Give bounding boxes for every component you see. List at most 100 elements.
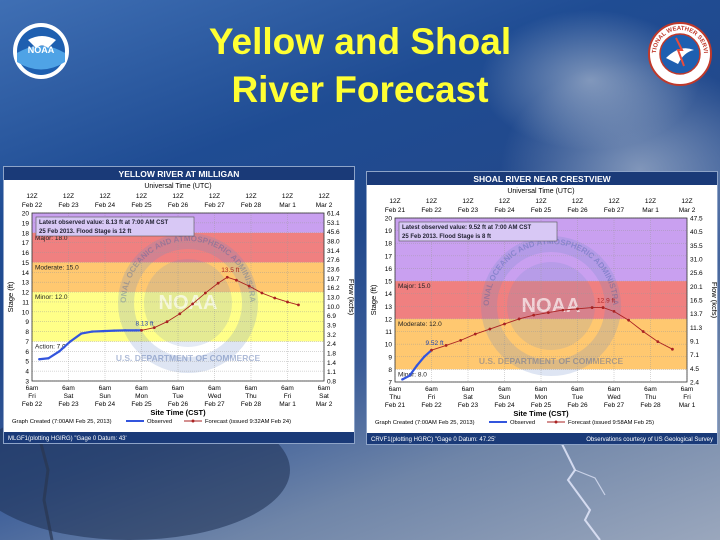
forecast-point: [641, 330, 645, 333]
watermark-noaa: NOAA: [159, 292, 218, 314]
forecast-point: [601, 306, 605, 309]
y-left-tick-label: 6: [25, 349, 29, 356]
top-tick-date: Feb 22: [22, 202, 43, 209]
bottom-axis-label: Site Time (CST): [150, 408, 206, 417]
y-left-tick-label: 13: [22, 280, 30, 287]
y-left-tick-label: 14: [22, 270, 30, 277]
top-tick-hour: 12Z: [608, 198, 619, 205]
y-right-tick-label: 11.3: [690, 325, 703, 332]
y-left-tick-label: 14: [385, 291, 393, 298]
y-right-tick-label: 27.6: [327, 257, 340, 264]
y-right-tick-label: 19.7: [327, 276, 340, 283]
y-left-tick-label: 12: [22, 290, 30, 297]
forecast-point: [576, 307, 579, 311]
forecast-point: [561, 308, 565, 312]
y-right-tick-label: 47.5: [690, 216, 703, 223]
latest-obs-line1: Latest observed value: 9.52 ft at 7:00 A…: [402, 225, 531, 231]
stage-label-minor: Minor: 12.0: [35, 294, 68, 301]
top-tick-hour: 12Z: [63, 193, 74, 200]
forecast-point: [203, 291, 207, 295]
bottom-tick-day: Wed: [208, 393, 222, 400]
forecast-line: [431, 307, 673, 351]
y-right-tick-label: 38.0: [327, 239, 340, 246]
y-left-tick-label: 20: [22, 211, 30, 218]
observed-point: [58, 350, 61, 353]
bottom-tick-date: Feb 22: [421, 402, 442, 409]
top-axis-label: Universal Time (UTC): [507, 188, 574, 195]
bottom-tick-day: Fri: [284, 393, 292, 400]
top-tick-date: Feb 24: [494, 207, 515, 214]
forecast-point: [430, 348, 433, 352]
legend-observed: Observed: [510, 420, 535, 426]
top-tick-hour: 12Z: [318, 193, 329, 200]
y-left-tick-label: 18: [385, 241, 393, 248]
bottom-tick-date: Feb 28: [640, 402, 661, 409]
y-right-tick-label: 40.5: [690, 229, 703, 236]
top-tick-hour: 12Z: [209, 193, 220, 200]
y-left-tick-label: 5: [25, 359, 29, 366]
title-line-2: River Forecast: [231, 69, 489, 110]
bottom-tick-date: Feb 25: [531, 402, 552, 409]
y-left-tick-label: 15: [385, 279, 393, 286]
y-left-tick-label: 16: [22, 250, 30, 257]
top-tick-hour: 12Z: [282, 193, 293, 200]
forecast-point: [459, 338, 463, 342]
stage-label-major: Major: 15.0: [398, 283, 431, 290]
top-tick-date: Feb 27: [604, 207, 625, 214]
top-tick-date: Feb 27: [204, 202, 225, 209]
latest-obs-line2: 25 Feb 2013. Flood Stage is 12 ft: [39, 229, 131, 235]
y-left-tick-label: 4: [25, 369, 29, 376]
top-tick-date: Mar 1: [642, 207, 659, 214]
legend-observed: Observed: [147, 419, 172, 425]
forecast-point: [473, 332, 477, 336]
y-right-tick-label: 2.4: [690, 380, 699, 387]
y-right-tick-label: 61.4: [327, 211, 340, 218]
top-tick-date: Feb 22: [421, 207, 442, 214]
forecast-point: [671, 347, 674, 351]
forecast-point: [260, 291, 264, 295]
watermark-bottom: U.S. DEPARTMENT OF COMMERCE: [479, 356, 624, 366]
bottom-tick-date: Feb 23: [458, 402, 479, 409]
y-right-tick-label: 3.2: [327, 332, 336, 339]
bottom-tick-date: Feb 24: [494, 402, 515, 409]
y-left-tick-label: 16: [385, 266, 393, 273]
observed-point: [69, 340, 72, 343]
y-left-tick-label: 9: [25, 319, 29, 326]
bottom-tick-date: Mar 2: [316, 401, 333, 408]
top-tick-hour: 12Z: [426, 198, 437, 205]
watermark-bottom: U.S. DEPARTMENT OF COMMERCE: [116, 353, 261, 363]
bottom-tick-time: 6am: [498, 386, 511, 393]
y-right-tick-label: 1.8: [327, 351, 336, 358]
legend-forecast: Forecast (issued 9:32AM Feb 24): [205, 419, 291, 425]
forecast-point: [444, 344, 448, 347]
bottom-tick-day: Sun: [99, 393, 111, 400]
watermark-disc: [507, 262, 595, 350]
forecast-point: [216, 281, 220, 285]
panel-title-bar: [367, 172, 717, 185]
bottom-tick-date: Feb 24: [95, 401, 116, 408]
stage-label-action: Action: 7.0: [35, 343, 66, 350]
forecast-line: [141, 276, 299, 331]
observed-point: [112, 329, 116, 332]
nws-logo: NATIONAL WEATHER SERVICE: [648, 22, 712, 86]
y-left-tick-label: 11: [22, 299, 29, 306]
y-right-tick-label: 1.1: [327, 369, 336, 376]
bottom-tick-date: Feb 26: [567, 402, 588, 409]
top-tick-hour: 12Z: [245, 193, 256, 200]
forecast-point: [247, 284, 251, 288]
forecast-point: [503, 322, 506, 326]
y-left-tick-label: 19: [385, 228, 393, 235]
observed-point: [415, 364, 419, 367]
observed-point: [91, 330, 94, 333]
panel-footer-right: Observations courtesy of US Geological S…: [586, 437, 713, 443]
bottom-tick-day: Fri: [683, 394, 691, 401]
observed-point: [80, 332, 83, 335]
forecast-point: [546, 311, 550, 315]
top-tick-hour: 12Z: [499, 198, 510, 205]
observed-point: [38, 358, 41, 361]
y-right-tick-label: 23.6: [327, 267, 340, 274]
observed-point: [101, 329, 105, 333]
hydrograph-yellow: YELLOW RIVER AT MILLIGAN Universal Time (…: [1, 160, 356, 443]
panel-footer-bar: [4, 432, 354, 443]
y-left-tick-label: 12: [385, 316, 393, 323]
